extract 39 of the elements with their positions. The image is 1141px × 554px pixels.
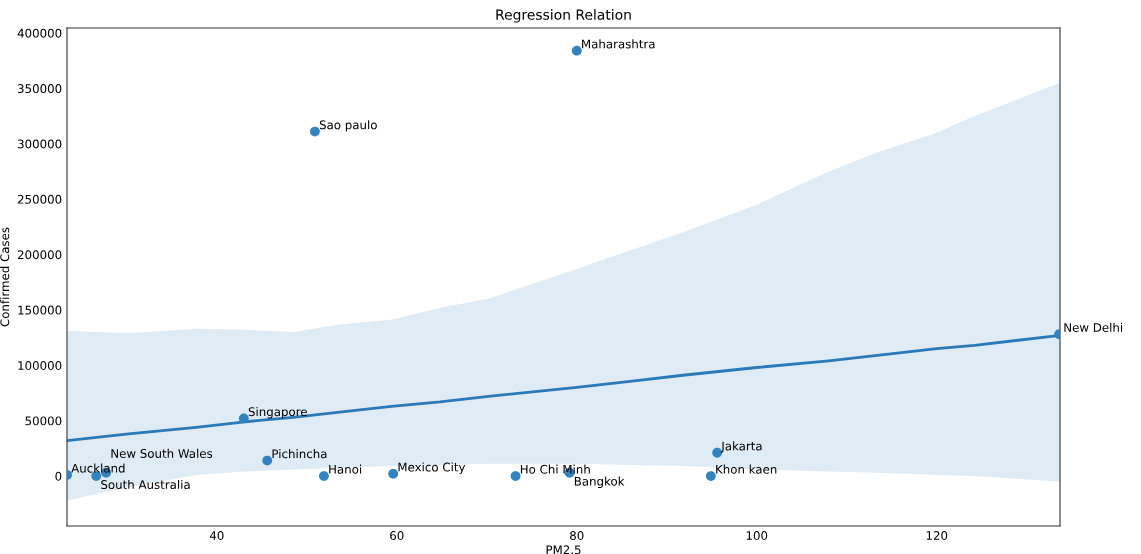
annotation: Singapore: [248, 407, 307, 419]
annotation: South Australia: [101, 479, 190, 490]
y-tick-label: 400000: [17, 28, 62, 38]
annotation: Sao paulo: [319, 120, 377, 132]
annotation: Khon kaen: [716, 464, 777, 474]
y-tick-label: 0: [55, 471, 62, 481]
annotation: Hanoi: [329, 464, 362, 474]
annotation: New South Wales: [111, 448, 213, 458]
annotation: Jakarta: [720, 441, 762, 453]
point: [705, 471, 716, 481]
x-axis-title: PM2.5: [546, 545, 581, 554]
y-tick-label: 150000: [18, 305, 62, 315]
y-tick-label: 50000: [25, 416, 62, 426]
annotation: Bangkok: [574, 476, 625, 488]
x-tick-label: 100: [746, 531, 768, 540]
annotation: Auckland: [71, 463, 125, 473]
point: [262, 455, 273, 466]
annotation: Ho Chi Minh: [520, 464, 590, 474]
point: [571, 45, 582, 56]
chart-title: Regression Relation: [496, 9, 631, 23]
y-tick-label: 250000: [17, 194, 62, 204]
y-tick-label: 100000: [18, 361, 62, 370]
point: [310, 126, 320, 137]
point: [510, 471, 521, 481]
y-tick-label: 200000: [17, 250, 62, 260]
annotation: Pichincha: [272, 449, 327, 459]
x-tick-label: 60: [390, 531, 404, 540]
x-tick-label: 40: [209, 531, 224, 540]
point: [238, 413, 249, 424]
x-tick-label: 80: [570, 531, 584, 540]
y-axis-title: Confirmed Cases: [0, 227, 10, 327]
annotation: Mexico City: [398, 462, 466, 474]
point: [388, 468, 399, 479]
x-tick-label: 120: [926, 531, 948, 540]
annotation: New Delhi: [1064, 322, 1123, 332]
y-tick-label: 300000: [17, 139, 62, 149]
y-tick-label: 350000: [17, 84, 62, 94]
annotation: Maharashtra: [582, 39, 655, 49]
point: [319, 471, 329, 481]
